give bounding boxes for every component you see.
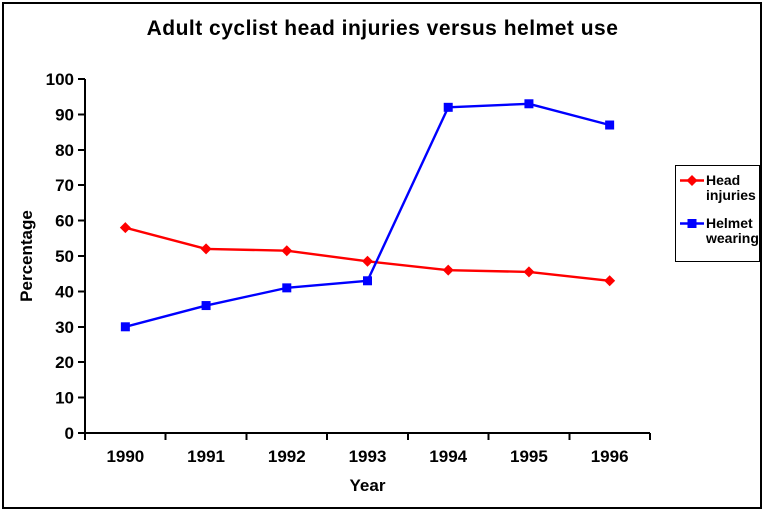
data-point-head-injuries-1996 bbox=[604, 275, 616, 287]
data-point-helmet-wearing-1995 bbox=[524, 99, 534, 109]
x-tick-label: 1996 bbox=[591, 447, 629, 466]
y-tick-label: 60 bbox=[55, 212, 74, 231]
data-point-head-injuries-1992 bbox=[281, 245, 293, 257]
x-axis-title: Year bbox=[349, 476, 386, 495]
y-tick-label: 70 bbox=[55, 176, 74, 195]
y-tick-label: 0 bbox=[65, 424, 74, 443]
data-point-helmet-wearing-1992 bbox=[282, 283, 292, 293]
data-point-head-injuries-1990 bbox=[119, 222, 131, 234]
data-point-head-injuries-1991 bbox=[200, 243, 212, 255]
data-point-helmet-wearing-1994 bbox=[443, 102, 453, 112]
y-tick-label: 100 bbox=[46, 70, 74, 89]
legend-label-head-injuries: Head injuries bbox=[706, 172, 756, 203]
legend-label-helmet-wearing: Helmet wearing bbox=[706, 215, 759, 246]
y-tick-label: 80 bbox=[55, 141, 74, 160]
legend: Head injuries Helmet wearing bbox=[675, 165, 760, 262]
y-tick-label: 10 bbox=[55, 389, 74, 408]
x-tick-label: 1991 bbox=[187, 447, 225, 466]
x-tick-label: 1993 bbox=[349, 447, 387, 466]
legend-entry-head-injuries: Head injuries bbox=[679, 173, 759, 203]
legend-square-icon bbox=[680, 219, 704, 228]
data-point-helmet-wearing-1996 bbox=[605, 120, 615, 130]
y-tick-label: 40 bbox=[55, 282, 74, 301]
data-point-head-injuries-1994 bbox=[442, 264, 454, 276]
data-point-helmet-wearing-1991 bbox=[201, 301, 211, 311]
y-tick-label: 90 bbox=[55, 105, 74, 124]
data-point-head-injuries-1993 bbox=[362, 255, 373, 267]
x-tick-label: 1995 bbox=[510, 447, 548, 466]
y-tick-label: 30 bbox=[55, 318, 74, 337]
legend-diamond-icon bbox=[680, 175, 704, 186]
x-tick-label: 1992 bbox=[268, 447, 306, 466]
data-point-head-injuries-1995 bbox=[523, 266, 535, 278]
data-point-helmet-wearing-1990 bbox=[120, 322, 130, 332]
x-tick-label: 1994 bbox=[429, 447, 467, 466]
y-tick-label: 50 bbox=[55, 247, 74, 266]
data-point-helmet-wearing-1993 bbox=[363, 276, 372, 286]
y-tick-label: 20 bbox=[55, 353, 74, 372]
series-line-head-injuries bbox=[125, 226, 610, 282]
legend-entry-helmet-wearing: Helmet wearing bbox=[679, 216, 759, 246]
y-axis-title: Percentage bbox=[17, 210, 36, 302]
chart-title: Adult cyclist head injuries versus helme… bbox=[146, 17, 619, 40]
series-line-helmet-wearing bbox=[125, 102, 610, 328]
x-tick-label: 1990 bbox=[106, 447, 144, 466]
